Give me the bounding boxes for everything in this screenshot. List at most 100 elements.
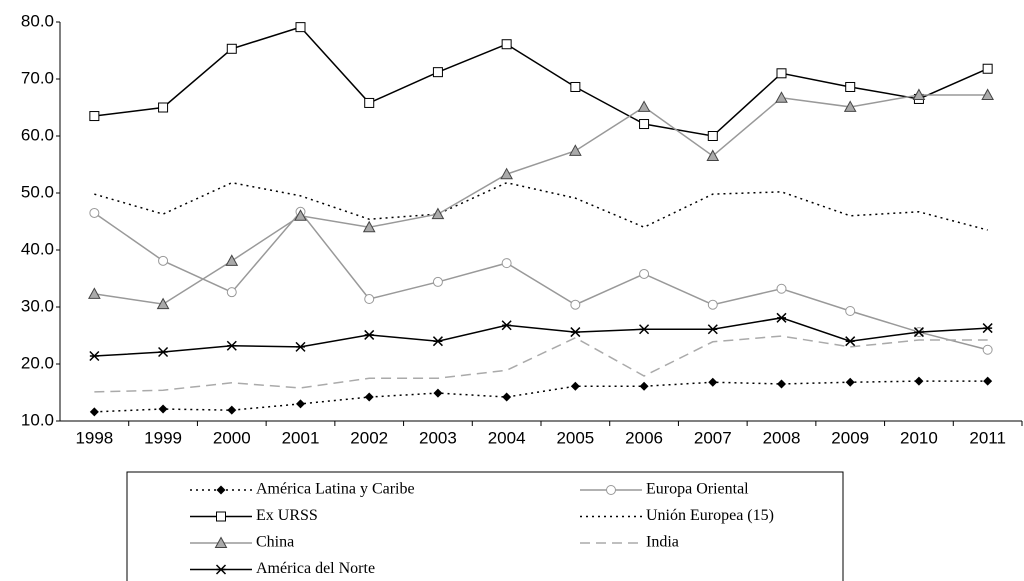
marker	[845, 305, 856, 316]
series-line	[94, 26, 988, 137]
x-tick-label: 2010	[900, 428, 938, 447]
marker	[364, 294, 375, 305]
marker	[158, 102, 169, 113]
marker	[570, 81, 581, 92]
x-tick-label: 2011	[969, 428, 1006, 447]
marker	[432, 67, 443, 78]
marker	[501, 39, 512, 50]
marker	[433, 388, 443, 398]
legend-label: Europa Oriental	[646, 481, 749, 498]
marker	[639, 119, 650, 130]
marker	[225, 254, 239, 266]
marker	[845, 377, 855, 387]
legend-label: América Latina y Caribe	[256, 481, 415, 498]
series-line	[94, 181, 988, 231]
marker	[296, 399, 305, 409]
marker	[775, 91, 788, 103]
marker	[156, 297, 170, 310]
marker	[500, 167, 513, 180]
y-tick-label: 40.0	[21, 239, 54, 258]
marker	[843, 100, 857, 112]
marker	[158, 346, 169, 358]
marker	[432, 276, 443, 287]
marker	[570, 327, 581, 338]
x-tick-label: 2001	[282, 428, 320, 447]
marker	[89, 111, 100, 122]
marker	[89, 407, 99, 417]
marker	[364, 329, 375, 340]
marker	[216, 511, 226, 522]
marker	[777, 379, 786, 389]
x-tick-label: 2005	[556, 428, 594, 447]
x-tick-label: 1998	[75, 428, 113, 447]
marker	[88, 287, 101, 299]
marker	[983, 376, 993, 386]
marker	[295, 22, 306, 33]
x-tick-label: 2003	[419, 428, 457, 447]
marker	[158, 404, 168, 414]
marker	[913, 327, 924, 338]
marker	[89, 350, 100, 362]
marker	[215, 564, 227, 575]
legend-box	[126, 471, 844, 581]
marker	[708, 377, 718, 387]
marker	[982, 323, 993, 334]
series-line	[94, 94, 988, 305]
legend-label: India	[646, 534, 679, 551]
y-tick-label: 30.0	[21, 296, 54, 315]
y-tick-label: 50.0	[21, 182, 54, 201]
marker	[570, 381, 580, 391]
marker	[707, 324, 718, 335]
marker	[845, 336, 856, 347]
marker	[364, 97, 375, 108]
marker	[639, 324, 650, 335]
series-line	[94, 380, 988, 413]
marker	[912, 88, 926, 100]
x-tick-label: 2002	[350, 428, 388, 447]
marker	[707, 131, 718, 141]
y-tick-label: 60.0	[21, 125, 54, 144]
marker	[364, 392, 374, 402]
y-tick-label: 70.0	[21, 68, 54, 87]
marker	[639, 268, 650, 279]
legend-label: Ex URSS	[256, 507, 318, 524]
x-tick-label: 2004	[488, 428, 526, 447]
marker	[158, 255, 169, 266]
x-tick-label: 1999	[144, 428, 182, 447]
marker	[776, 283, 787, 294]
marker	[845, 81, 856, 92]
y-tick-label: 20.0	[21, 353, 54, 372]
marker	[982, 63, 993, 74]
marker	[776, 68, 787, 79]
marker	[981, 88, 994, 100]
marker	[501, 320, 512, 331]
series-line	[94, 317, 988, 357]
marker	[637, 100, 651, 112]
marker	[502, 392, 512, 402]
marker	[707, 299, 718, 310]
marker	[295, 341, 306, 352]
marker	[362, 220, 376, 233]
x-tick-label: 2007	[694, 428, 732, 447]
x-tick-label: 2009	[831, 428, 869, 447]
marker	[706, 149, 720, 161]
marker	[982, 344, 993, 355]
marker	[226, 340, 237, 351]
marker	[639, 381, 649, 391]
legend-label: América del Norte	[256, 560, 375, 577]
marker	[776, 312, 787, 323]
marker	[431, 207, 445, 220]
legend-label: China	[256, 534, 294, 551]
marker	[606, 485, 616, 495]
series-line	[94, 335, 988, 393]
marker	[226, 287, 237, 298]
x-tick-label: 2000	[213, 428, 251, 447]
x-tick-label: 2008	[763, 428, 801, 447]
y-tick-label: 10.0	[21, 410, 54, 429]
marker	[216, 485, 226, 495]
marker	[227, 405, 237, 415]
marker	[214, 536, 228, 548]
marker	[569, 144, 582, 156]
marker	[226, 43, 237, 54]
